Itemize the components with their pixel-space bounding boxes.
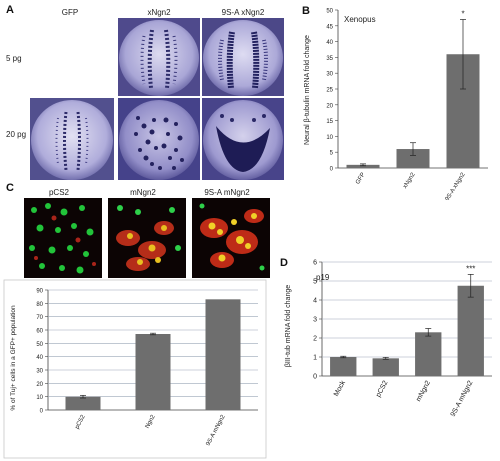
- panel-c-label: C: [6, 182, 14, 194]
- chart-c-y-tick-label: 20: [36, 382, 43, 388]
- cell-image-pcs2: [24, 198, 102, 278]
- chart-b-y-tick-label: 30: [326, 72, 333, 78]
- chart-c-y-tick-label: 50: [36, 342, 43, 348]
- chart-d: D 0 1 2 3 4 5 6 *** Mock pCS2 mNgn2 9S-A mNgn2 p1…: [280, 257, 492, 418]
- chart-d-bar: [372, 358, 399, 376]
- chart-d-y-tick-label: 4: [313, 298, 317, 305]
- embryo-image-xngn2-5pg: [118, 18, 200, 96]
- chart-c-y-tick-label: 30: [36, 369, 43, 375]
- chart-d-bar: [330, 357, 357, 376]
- column-label-xngn2: xNgn2: [147, 8, 171, 17]
- chart-d-x-tick-label: mNgn2: [415, 380, 432, 403]
- column-label-gfp: GFP: [61, 8, 79, 17]
- chart-b-y-tick-label: 5: [330, 151, 334, 157]
- row-label-5pg: 5 pg: [6, 54, 22, 63]
- chart-c-bar: [65, 396, 101, 410]
- chart-c-y-tick-label: 80: [36, 302, 43, 308]
- chart-b: B 0 5 10 15 20 25 30 35 40 45 50 * GFP xNgn2 9S-A xN…: [302, 5, 488, 200]
- chart-d-y-tick-label: 1: [313, 355, 317, 362]
- chart-d-panel-label: D: [280, 257, 288, 269]
- chart-c-bar: [135, 334, 171, 410]
- embryo-image-9sa-xngn2-20pg: [202, 98, 284, 180]
- chart-b-ylabel: Neural β-tubulin mRNA fold change: [304, 35, 311, 145]
- chart-b-y-tick-label: 25: [326, 88, 333, 94]
- cell-image-mngn2: [108, 198, 186, 278]
- embryo-image-gfp-20pg: [30, 98, 114, 180]
- cell-image-9sa-mngn2: [192, 198, 270, 278]
- chart-b-y-tick-label: 45: [326, 24, 333, 30]
- chart-b-annotation: Xenopus: [344, 15, 376, 24]
- chart-b-y-tick-label: 35: [326, 56, 333, 62]
- chart-d-bar: [415, 332, 442, 376]
- chart-c-frame: [3, 279, 267, 459]
- chart-d-x-tick-label: Mock: [333, 379, 347, 397]
- column-label-mngn2: mNgn2: [130, 188, 156, 197]
- embryo-image-9sa-xngn2-5pg: [202, 18, 284, 96]
- embryo-image-xngn2-20pg: [118, 98, 200, 180]
- chart-c-y-tick-label: 0: [40, 409, 44, 415]
- chart-c-ylabel: % of Tuj+ cells in a GFP+ population: [10, 305, 17, 411]
- chart-b-y-tick-label: 10: [326, 135, 333, 141]
- chart-c-y-tick-label: 70: [36, 315, 43, 321]
- chart-d-ylabel: βIII-tub mRNA fold change: [285, 285, 292, 367]
- chart-c-y-tick-label: 40: [36, 355, 43, 361]
- chart-b-y-tick-label: 15: [326, 119, 333, 125]
- chart-c-y-tick-label: 90: [36, 289, 43, 295]
- chart-b-x-tick-label: xNgn2: [402, 171, 417, 189]
- chart-b-y-tick-label: 0: [330, 167, 334, 173]
- column-label-pcs2: pCS2: [48, 188, 69, 197]
- panel-a-label: A: [6, 4, 14, 16]
- row-label-20pg: 20 pg: [6, 130, 27, 139]
- chart-d-y-tick-label: 5: [313, 279, 317, 286]
- chart-d-y-tick-label: 6: [313, 260, 317, 267]
- chart-b-x-tick-label: 9S-A xNgn2: [445, 171, 467, 200]
- chart-c-y-tick-label: 10: [36, 395, 43, 401]
- chart-c-bar: [205, 299, 241, 410]
- chart-d-significance-marker: ***: [466, 264, 475, 273]
- chart-d-y-tick-label: 3: [313, 317, 317, 324]
- chart-b-y-tick-label: 20: [326, 103, 333, 109]
- chart-d-y-tick-label: 2: [313, 336, 317, 343]
- chart-d-x-tick-label: 9S-A mNgn2: [450, 380, 475, 418]
- chart-c-x-tick-label: Ngn2: [145, 414, 157, 430]
- chart-b-bar: [396, 149, 430, 168]
- chart-b-panel-label: B: [302, 5, 310, 17]
- column-label-9sa-mngn2: 9S-A mNgn2: [204, 188, 250, 197]
- chart-b-x-tick-label: GFP: [355, 172, 367, 186]
- chart-c-x-tick-label: pCS2: [74, 414, 87, 431]
- chart-b-y-tick-label: 50: [326, 9, 333, 15]
- chart-b-significance-marker: *: [461, 9, 464, 18]
- chart-d-x-tick-label: pCS2: [375, 380, 389, 399]
- chart-d-annotation: p19: [316, 273, 330, 282]
- chart-b-y-tick-label: 40: [326, 40, 333, 46]
- chart-c: 0 10 20 30 40 50 60 70 80 90 pCS2 Ngn2 9S-A mNgn2 %…: [3, 279, 267, 459]
- chart-d-y-tick-label: 0: [313, 374, 317, 381]
- chart-c-x-tick-label: 9S-A mNgn2: [205, 414, 227, 447]
- chart-d-bar: [457, 285, 484, 376]
- chart-c-y-tick-label: 60: [36, 329, 43, 335]
- chart-b-bar: [346, 164, 380, 168]
- column-label-9sa-xngn2: 9S-A xNgn2: [221, 8, 265, 17]
